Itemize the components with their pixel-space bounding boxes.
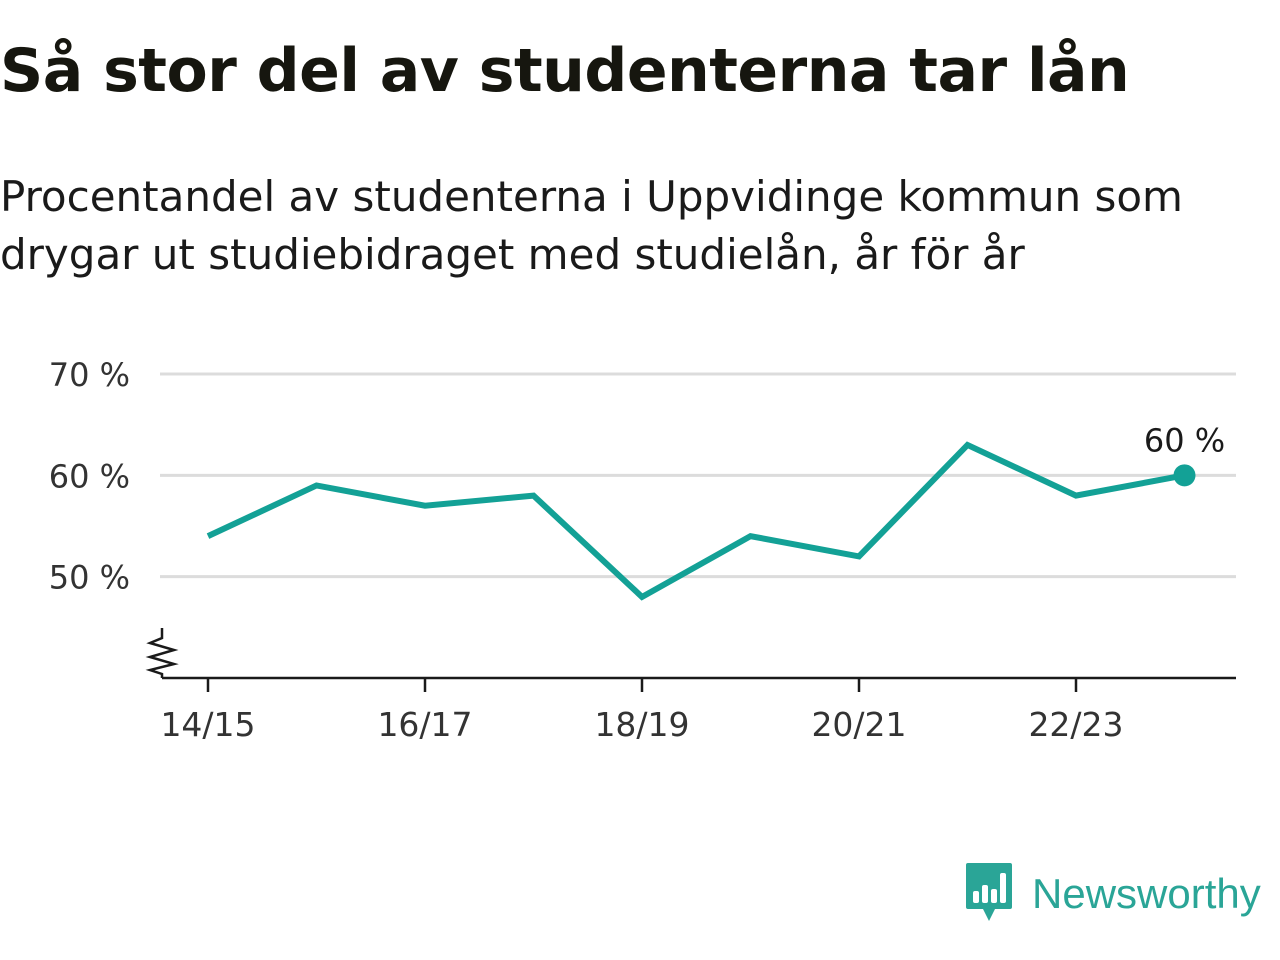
x-tick-label: 20/21 xyxy=(811,705,906,744)
gridlines xyxy=(160,372,1236,579)
x-tick-label: 18/19 xyxy=(594,705,689,744)
end-value-label: 60 % xyxy=(1144,421,1225,459)
chart-title: Så stor del av studenterna tar lån xyxy=(0,36,1130,106)
chart-subtitle: Procentandel av studenterna i Uppvidinge… xyxy=(0,172,1183,279)
brand-name: Newsworthy xyxy=(1032,870,1261,917)
x-axis xyxy=(162,676,1236,692)
y-tick-label: 70 % xyxy=(49,356,130,394)
newsworthy-chart-icon xyxy=(964,861,1014,927)
end-point-marker xyxy=(1173,464,1196,487)
x-tick-label: 22/23 xyxy=(1028,705,1123,744)
x-tick-label: 14/15 xyxy=(160,705,255,744)
x-tick-labels: 14/15 16/17 18/19 20/21 22/23 xyxy=(160,705,1123,744)
axis-break-icon xyxy=(145,628,179,678)
end-marker: 60 % xyxy=(1144,421,1225,487)
y-tick-labels: 50 % 60 % 70 % xyxy=(49,356,130,597)
data-series xyxy=(206,441,1186,601)
newsworthy-logo: Newsworthy xyxy=(964,862,1261,926)
y-tick-label: 50 % xyxy=(49,559,130,597)
x-tick-label: 16/17 xyxy=(377,705,472,744)
series-line xyxy=(206,441,1186,601)
y-tick-label: 60 % xyxy=(49,457,130,495)
